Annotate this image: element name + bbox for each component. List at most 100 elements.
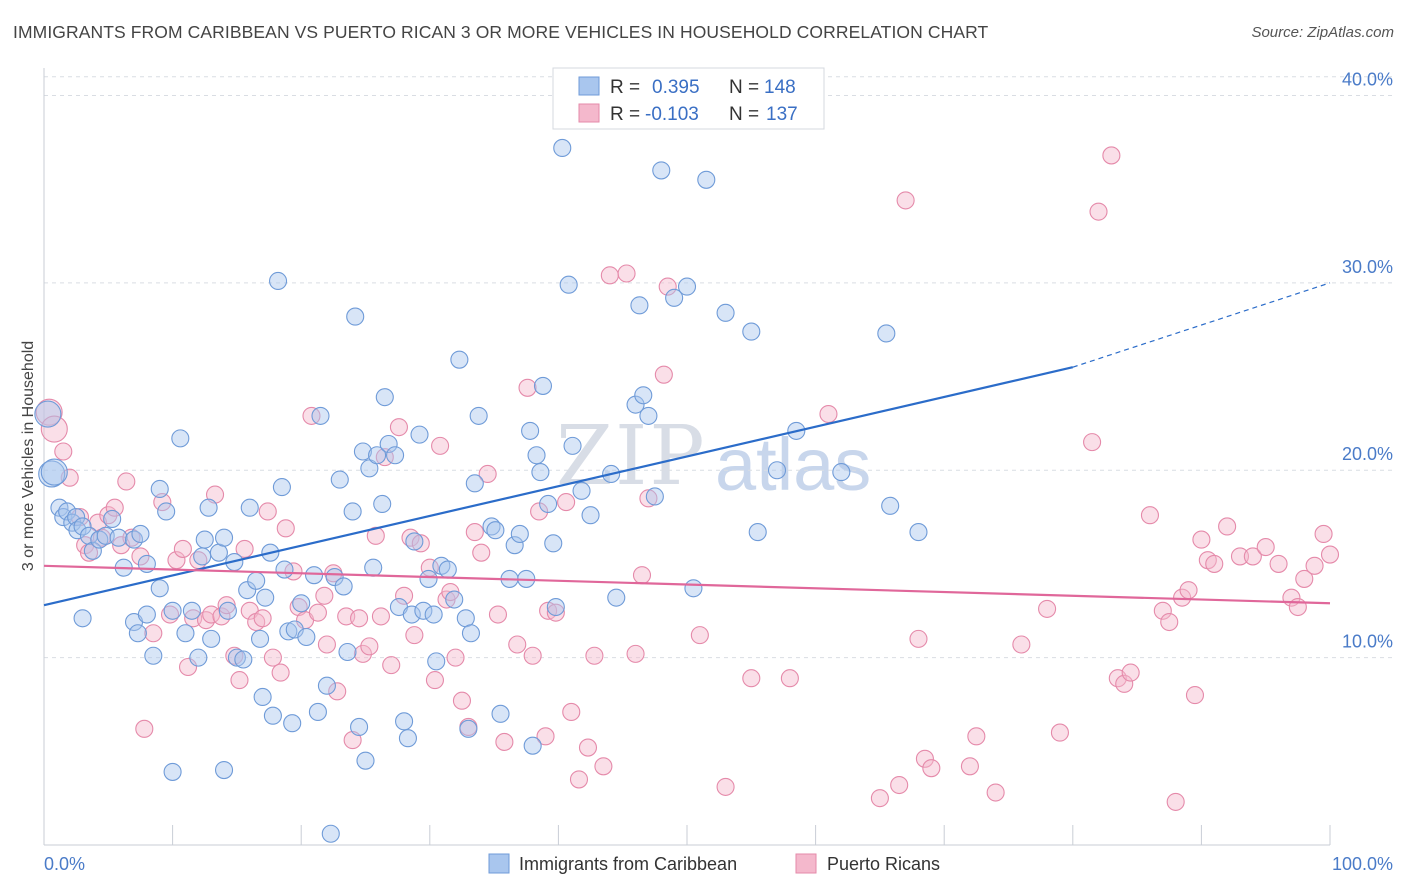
puerto-ricans-point [271, 663, 290, 682]
caribbean-point [716, 303, 735, 322]
puerto-ricans-point [478, 464, 497, 484]
puerto-ricans-point [1166, 792, 1185, 811]
puerto-ricans-point [144, 624, 163, 643]
puerto-ricans-point [405, 626, 424, 645]
caribbean-point [279, 622, 298, 641]
puerto-ricans-point [40, 415, 68, 443]
puerto-ricans-point [617, 264, 636, 283]
puerto-ricans-point [1185, 686, 1205, 705]
puerto-ricans-point [960, 757, 979, 776]
caribbean-point [321, 824, 340, 843]
puerto-ricans-point [585, 646, 604, 665]
puerto-ricans-point [284, 562, 303, 581]
y-tick-label-20: 20.0% [1342, 444, 1393, 464]
trend-lines [43, 282, 1331, 607]
caribbean-point [465, 474, 484, 493]
puerto-ricans-point [870, 789, 889, 808]
caribbean-point [486, 521, 505, 540]
series-caribbean-points [34, 138, 928, 843]
caribbean-point [563, 436, 582, 455]
puerto-ricans-point [465, 523, 484, 542]
series-puerto-ricans-points [35, 146, 1340, 811]
puerto-ricans-point [639, 489, 658, 508]
y-tick-labels: 10.0% 20.0% 30.0% 40.0% [1342, 69, 1393, 651]
puerto-ricans-point [1160, 612, 1179, 632]
caribbean-point [40, 458, 68, 486]
caribbean-point [272, 478, 291, 497]
caribbean-point [182, 601, 201, 620]
watermark: ZIP atlas [556, 409, 871, 506]
legend-r-label-1: R = [610, 77, 640, 98]
caribbean-point [137, 605, 156, 624]
puerto-ricans-point [117, 472, 136, 491]
caribbean-point [572, 481, 591, 500]
puerto-ricans-point [1179, 581, 1198, 600]
puerto-ricans-point [131, 547, 150, 566]
caribbean-point [256, 588, 275, 607]
puerto-ricans-point [986, 783, 1005, 802]
caribbean-point [346, 307, 365, 326]
caribbean-point [131, 524, 150, 543]
caribbean-point [581, 506, 600, 525]
caribbean-point [419, 569, 438, 588]
puerto-ricans-point [536, 727, 555, 746]
caribbean-point [539, 494, 558, 514]
puerto-ricans-point [508, 635, 527, 654]
caribbean-point [748, 523, 767, 542]
caribbean-point [199, 498, 218, 517]
puerto-ricans-point [742, 669, 761, 688]
caribbean-point [742, 322, 761, 341]
puerto-ricans-point [569, 770, 589, 789]
caribbean-point [652, 161, 671, 180]
caribbean-point [234, 650, 253, 669]
caribbean-point [414, 601, 433, 620]
puerto-ricans-point [389, 418, 408, 437]
caribbean-point [218, 601, 237, 620]
puerto-ricans-point [54, 442, 73, 461]
trend-line-caribbean [43, 366, 1074, 607]
legend-swatch-puerto-ricans [578, 103, 600, 123]
caribbean-point [209, 543, 228, 562]
caribbean-point [269, 271, 288, 291]
puerto-ricans-point [578, 738, 598, 757]
puerto-ricans-point [328, 682, 347, 701]
source-credit: Source: ZipAtlas.com [1251, 24, 1394, 41]
caribbean-point [405, 532, 424, 551]
caribbean-point [163, 601, 182, 620]
caribbean-point [546, 597, 565, 617]
puerto-ricans-point [263, 648, 282, 667]
caribbean-point [461, 624, 481, 643]
puerto-ricans-point [495, 732, 514, 751]
caribbean-point [144, 646, 163, 665]
caribbean-point [427, 652, 446, 671]
puerto-ricans-point [600, 266, 619, 285]
caribbean-point [553, 138, 572, 157]
puerto-ricans-point [626, 644, 645, 663]
puerto-ricans-point [780, 669, 799, 688]
caribbean-point [171, 429, 190, 448]
caribbean-point [311, 406, 330, 425]
puerto-ricans-point [1305, 556, 1324, 575]
caribbean-point [250, 629, 270, 648]
caribbean-point [877, 324, 896, 343]
caribbean-point [350, 717, 369, 737]
trend-line-caribbean-extension [1072, 282, 1331, 368]
caribbean-point [410, 425, 429, 444]
caribbean-point [402, 605, 421, 624]
puerto-ricans-point [654, 365, 673, 384]
caribbean-point [73, 517, 92, 536]
y-tick-label-10: 10.0% [1342, 632, 1393, 652]
caribbean-point [34, 400, 62, 428]
puerto-ricans-point [819, 404, 838, 424]
puerto-ricans-point [890, 775, 909, 795]
puerto-ricans-point [452, 691, 472, 710]
x-ticks [43, 825, 1331, 845]
legend-swatch-caribbean [578, 76, 600, 96]
caribbean-point [343, 502, 362, 521]
puerto-ricans-point [967, 727, 986, 746]
legend-r-value-1: 0.395 [652, 77, 700, 98]
caribbean-point [195, 530, 214, 549]
caribbean-point [630, 296, 649, 315]
caribbean-point [634, 386, 653, 405]
puerto-ricans-point [909, 629, 928, 648]
